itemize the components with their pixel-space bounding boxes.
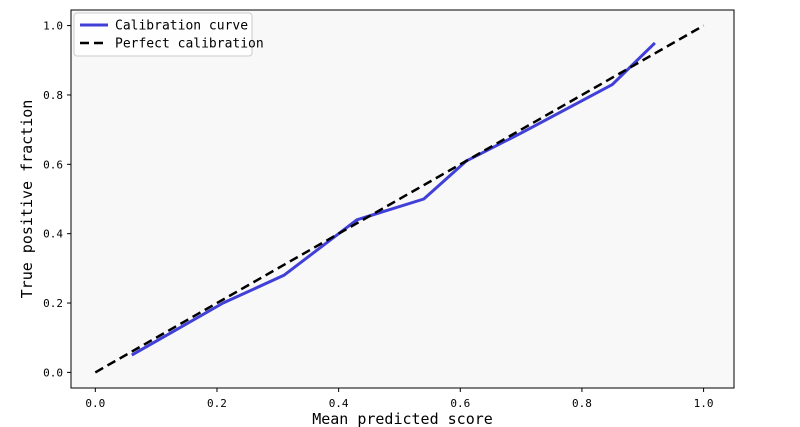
x-axis-ticks: 0.0 0.2 0.4 0.6 0.8 1.0	[85, 388, 714, 410]
plot-frame	[70, 9, 735, 389]
x-tick-label: 1.0	[694, 397, 714, 410]
legend-label-perfect-calibration: Perfect calibration	[115, 37, 264, 52]
legend: Calibration curve Perfect calibration	[73, 12, 264, 57]
y-tick-label: 0.2	[43, 297, 63, 310]
y-tick-label: 0.8	[43, 89, 63, 102]
series-layer	[94, 24, 705, 374]
x-tick-label: 0.6	[450, 397, 470, 410]
y-tick-label: 0.0	[43, 366, 63, 379]
calibration-curve-line	[131, 41, 656, 357]
y-axis-ticks: 0.0 0.2 0.4 0.6 0.8 1.0	[43, 20, 71, 379]
y-axis-title: True positive fraction	[18, 100, 36, 299]
legend-label-calibration-curve: Calibration curve	[115, 19, 248, 34]
y-tick-label: 0.4	[43, 228, 63, 241]
plot-area	[71, 10, 734, 388]
y-tick-label: 0.6	[43, 158, 63, 171]
x-tick-label: 0.8	[572, 397, 592, 410]
y-tick-label: 1.0	[43, 20, 63, 33]
x-tick-label: 0.2	[207, 397, 227, 410]
x-tick-label: 0.4	[329, 397, 349, 410]
x-axis-title: Mean predicted score	[312, 410, 493, 427]
perfect-calibration-line	[94, 24, 705, 374]
legend-box	[73, 12, 253, 57]
x-tick-label: 0.0	[85, 397, 105, 410]
